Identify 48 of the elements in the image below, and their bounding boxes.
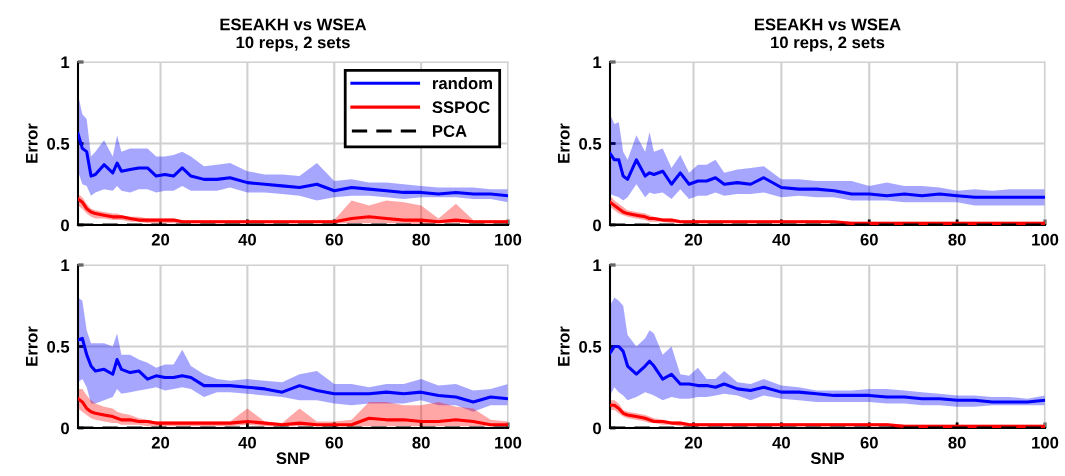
y-tick-label: 1 — [61, 259, 70, 272]
x-tick-label: 60 — [325, 233, 343, 246]
x-tick-label: 100 — [495, 436, 522, 449]
x-tick-label: 80 — [412, 233, 430, 246]
y-tick-label: 1 — [593, 259, 602, 272]
x-tick-label: 100 — [495, 233, 522, 246]
legend-label: PCA — [433, 125, 467, 137]
x-tick-label: 60 — [860, 436, 878, 449]
y-tick-label: 1 — [61, 56, 70, 69]
x-tick-label: 20 — [684, 436, 703, 449]
x-tick-label: 60 — [860, 233, 878, 246]
y-axis-title: Error — [558, 123, 570, 163]
x-tick-label: 100 — [1032, 233, 1059, 246]
y-tick-label: 0 — [593, 422, 601, 435]
x-axis-title: SNP — [276, 452, 310, 465]
line-series — [610, 151, 1045, 199]
line-series — [610, 344, 1045, 404]
y-axis-title: Error — [26, 326, 38, 366]
legend-label: SSPOC — [432, 101, 490, 114]
chart-title: ESEAKH vs WSEA — [754, 18, 901, 31]
x-axis-title: SNP — [810, 452, 845, 465]
chart-title: ESEAKH vs WSEA — [220, 18, 367, 31]
y-tick-label: 0.5 — [47, 340, 70, 353]
x-tick-label: 80 — [948, 436, 966, 449]
x-tick-label: 40 — [772, 436, 790, 449]
x-tick-label: 80 — [948, 233, 966, 246]
y-tick-label: 0 — [593, 219, 601, 232]
x-tick-label: 20 — [684, 233, 703, 246]
x-tick-label: 20 — [151, 436, 170, 449]
y-tick-label: 0 — [61, 422, 69, 435]
y-tick-label: 0.5 — [579, 340, 602, 353]
y-axis-title: Error — [26, 123, 38, 163]
x-tick-label: 40 — [238, 436, 256, 449]
x-tick-label: 80 — [412, 436, 430, 449]
x-tick-label: 100 — [1032, 436, 1059, 449]
y-tick-label: 0.5 — [579, 137, 602, 150]
x-tick-label: 60 — [325, 436, 343, 449]
y-tick-label: 0 — [61, 219, 69, 232]
y-axis-title: Error — [558, 326, 570, 366]
x-tick-label: 20 — [151, 233, 170, 246]
chart-subtitle: 10 reps, 2 sets — [236, 36, 350, 52]
legend-label: random — [432, 77, 492, 90]
y-tick-label: 0.5 — [47, 137, 70, 150]
x-tick-label: 40 — [238, 233, 256, 246]
chart-subtitle: 10 reps, 2 sets — [771, 36, 885, 52]
line-series — [78, 336, 508, 404]
y-tick-label: 1 — [593, 56, 602, 69]
x-tick-label: 40 — [772, 233, 790, 246]
